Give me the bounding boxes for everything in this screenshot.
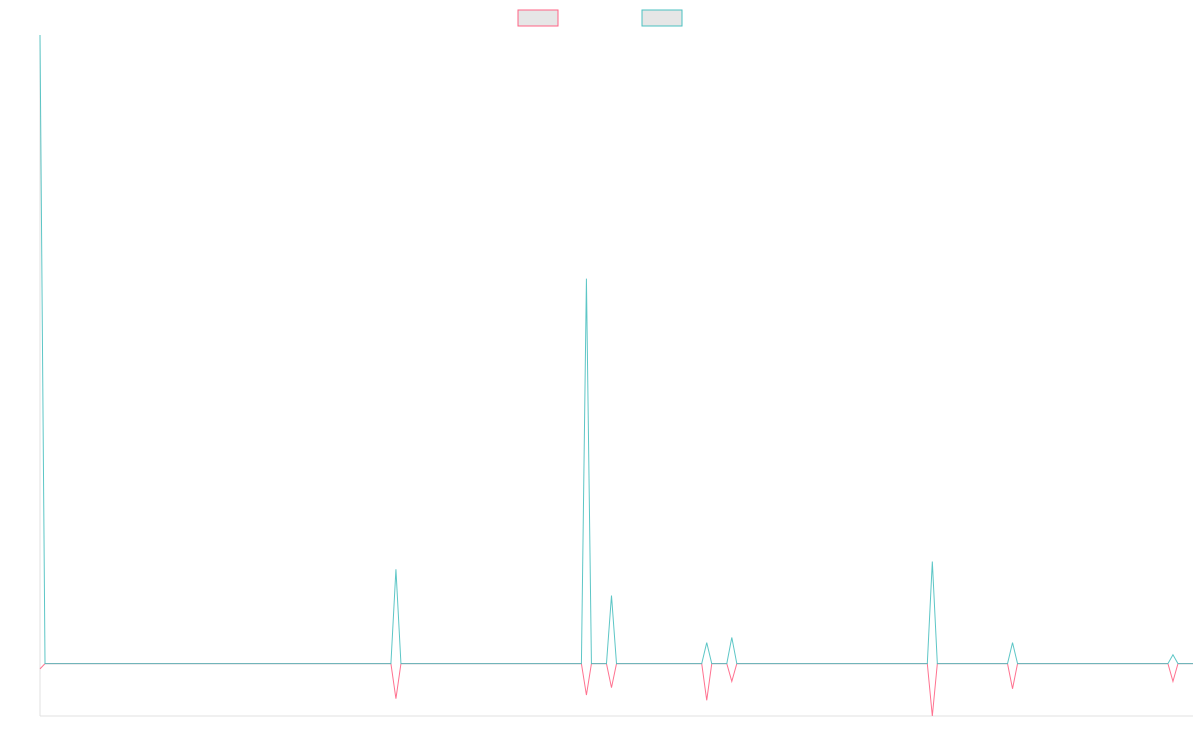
legend-swatch[interactable] <box>641 9 683 27</box>
legend-swatch[interactable] <box>517 9 559 27</box>
series-line <box>39 663 1193 717</box>
series-line <box>39 34 1193 665</box>
